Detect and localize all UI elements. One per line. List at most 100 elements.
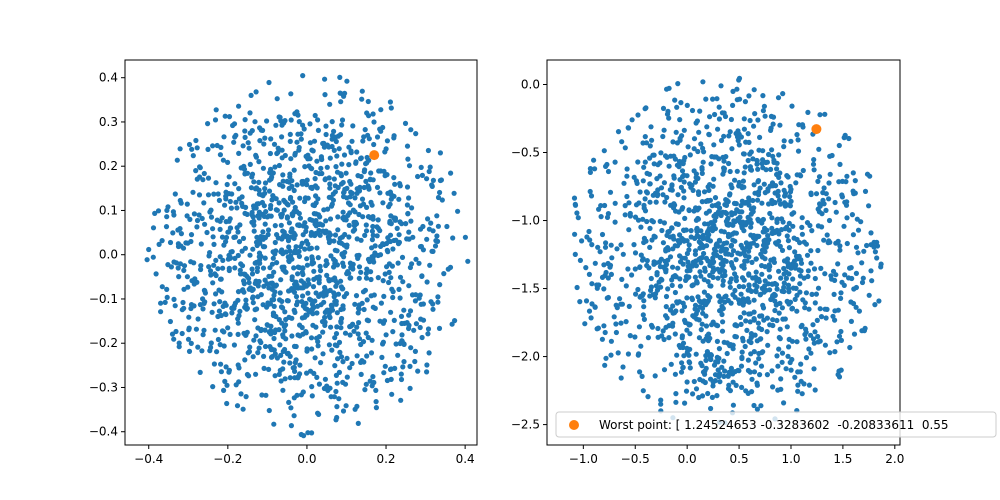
data-point: [654, 272, 660, 278]
data-point: [354, 353, 360, 359]
data-point: [170, 230, 176, 236]
legend-label: Worst point: [ 1.24524653 -0.3283602 -0.…: [599, 418, 949, 432]
data-point: [785, 238, 792, 244]
y-tick-label: −0.2: [89, 336, 118, 350]
data-point: [289, 178, 295, 184]
data-point: [279, 122, 285, 128]
data-point: [708, 356, 714, 363]
data-point: [749, 376, 755, 382]
data-point: [170, 209, 176, 215]
data-point: [636, 351, 642, 357]
data-point: [439, 197, 445, 203]
data-point: [822, 342, 829, 348]
data-point: [309, 259, 315, 265]
data-point: [361, 134, 367, 140]
data-point: [638, 252, 644, 258]
data-point: [689, 107, 696, 114]
data-point: [320, 329, 326, 335]
data-point: [724, 210, 730, 217]
data-point: [362, 127, 368, 133]
data-point: [609, 255, 615, 261]
data-point: [279, 155, 285, 161]
data-point: [365, 98, 371, 105]
data-point: [696, 335, 703, 341]
data-point: [341, 263, 347, 269]
data-point: [701, 277, 707, 283]
data-point: [395, 260, 401, 266]
data-point: [726, 133, 732, 139]
data-point: [672, 331, 678, 337]
data-point: [802, 300, 808, 306]
data-point: [352, 195, 358, 201]
data-point: [338, 171, 344, 177]
data-point: [653, 260, 659, 266]
data-point: [346, 144, 352, 150]
data-point: [412, 298, 418, 304]
data-point: [232, 181, 238, 187]
data-point: [397, 295, 403, 301]
data-point: [300, 122, 306, 128]
data-point: [758, 336, 764, 342]
data-point: [767, 274, 773, 280]
data-point: [661, 336, 667, 343]
data-point: [760, 108, 767, 114]
data-point: [194, 145, 200, 151]
data-point: [774, 219, 780, 225]
data-point: [251, 179, 257, 185]
data-point: [587, 166, 594, 172]
data-point: [293, 244, 299, 250]
data-point: [712, 195, 719, 201]
data-point: [776, 310, 782, 316]
data-point: [872, 249, 879, 255]
data-point: [417, 324, 423, 331]
data-point: [741, 250, 747, 256]
data-point: [678, 100, 684, 106]
data-point: [702, 368, 708, 374]
data-point: [227, 225, 233, 231]
data-point: [661, 127, 667, 133]
data-point: [582, 321, 588, 327]
data-point: [337, 74, 343, 80]
data-point: [346, 162, 352, 168]
data-point: [589, 242, 595, 248]
data-point: [808, 332, 814, 338]
data-point: [373, 387, 379, 393]
data-point: [288, 91, 294, 97]
data-point: [190, 153, 196, 159]
data-point: [798, 361, 804, 367]
data-point: [750, 197, 756, 204]
data-point: [847, 265, 853, 271]
data-point: [842, 199, 848, 205]
data-point: [802, 331, 808, 338]
data-point: [261, 365, 267, 371]
data-point: [268, 166, 274, 172]
data-point: [391, 317, 397, 323]
data-point: [691, 168, 697, 174]
data-point: [253, 89, 259, 95]
data-point: [353, 159, 359, 165]
data-point: [797, 369, 803, 375]
data-point: [670, 264, 676, 270]
data-point: [266, 366, 272, 372]
data-point: [783, 275, 790, 281]
data-point: [588, 315, 594, 321]
data-point: [788, 198, 794, 204]
data-point: [801, 381, 807, 387]
data-point: [777, 122, 783, 128]
data-point: [799, 215, 805, 221]
data-point: [217, 342, 223, 348]
legend-box: [555, 411, 997, 438]
data-point: [307, 216, 313, 223]
data-point: [297, 195, 303, 201]
data-point: [211, 361, 217, 367]
data-point: [588, 193, 595, 199]
data-point: [640, 216, 646, 222]
data-point: [186, 314, 192, 320]
data-point: [311, 202, 318, 209]
data-point: [724, 350, 730, 357]
data-point: [331, 294, 337, 300]
data-point: [750, 156, 756, 162]
data-point: [723, 251, 729, 257]
data-point: [197, 369, 203, 375]
data-point: [755, 192, 762, 198]
